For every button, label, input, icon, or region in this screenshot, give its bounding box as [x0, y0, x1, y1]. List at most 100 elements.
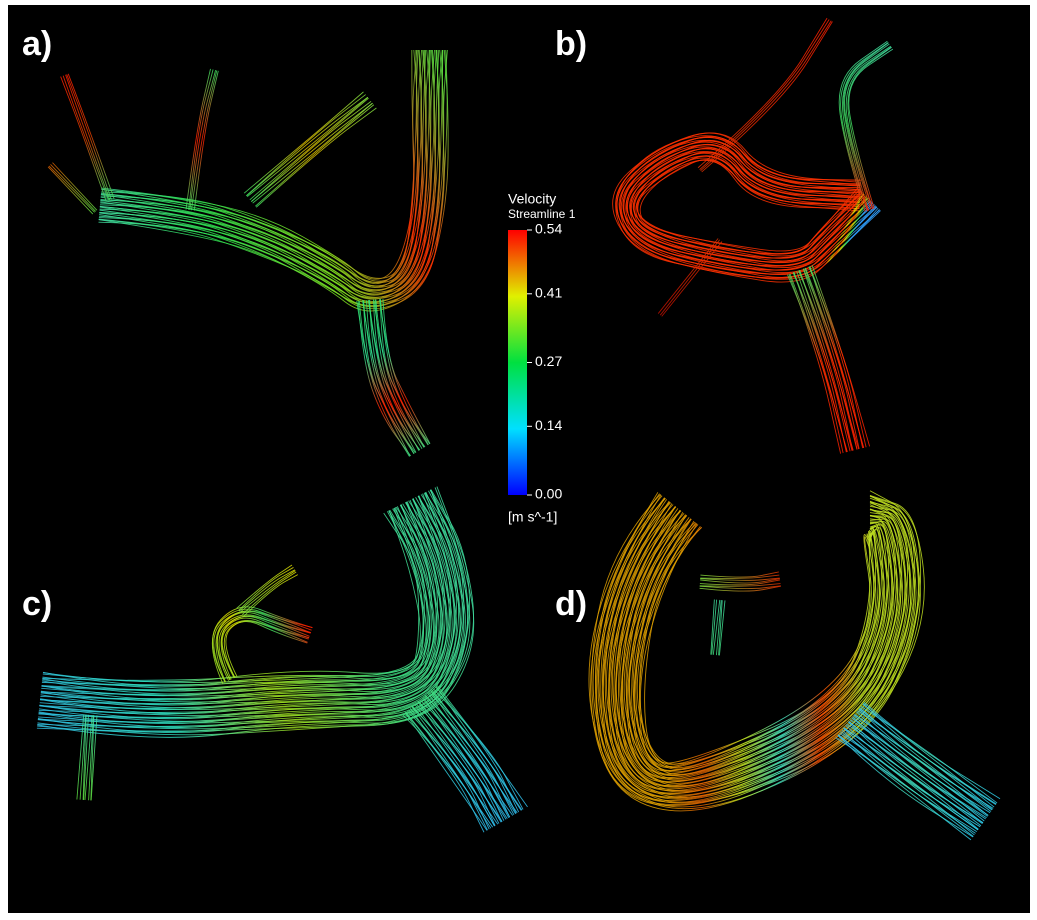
- streamline: [38, 497, 452, 713]
- streamline: [404, 712, 485, 833]
- streamline: [40, 504, 433, 695]
- streamline: [715, 600, 722, 656]
- streamline: [90, 715, 95, 801]
- streamline: [857, 710, 993, 810]
- streamline: [246, 94, 366, 197]
- streamline: [246, 96, 369, 197]
- streamline: [592, 497, 916, 804]
- streamline: [619, 137, 876, 275]
- streamline: [241, 571, 297, 615]
- streamline: [697, 17, 828, 169]
- streamline: [430, 690, 523, 811]
- streamline: [657, 238, 719, 314]
- streamline: [37, 491, 460, 723]
- streamline: [699, 19, 830, 170]
- streamlines: [36, 17, 1001, 841]
- streamline: [700, 577, 780, 581]
- streamline: [40, 503, 438, 700]
- streamline: [37, 489, 475, 736]
- streamline: [614, 506, 898, 786]
- streamline: [368, 300, 420, 451]
- colorbar-tick-label: 0.00: [535, 486, 562, 502]
- streamline: [100, 49, 430, 291]
- streamline: [699, 583, 781, 587]
- streamline: [712, 599, 721, 655]
- streamline: [238, 567, 294, 611]
- streamline: [625, 143, 870, 269]
- streamline: [238, 569, 296, 612]
- streamline: [809, 266, 864, 449]
- streamline: [842, 42, 889, 211]
- streamline: [848, 48, 894, 209]
- streamline: [252, 102, 373, 204]
- streamline: [185, 68, 211, 210]
- streamline: [590, 490, 919, 806]
- streamline: [858, 708, 997, 805]
- colorbar-unit: [m s^-1]: [508, 509, 557, 525]
- streamline: [639, 159, 860, 252]
- streamline: [188, 69, 214, 210]
- streamline: [411, 706, 496, 826]
- streamline: [622, 144, 873, 271]
- streamline: [37, 490, 465, 727]
- streamline: [718, 600, 723, 656]
- colorbar-subtitle: Streamline 1: [508, 207, 576, 221]
- streamline: [622, 514, 894, 784]
- streamline: [633, 518, 881, 772]
- streamline: [37, 487, 469, 733]
- streamline: [588, 495, 922, 810]
- streamline: [251, 102, 373, 202]
- streamline: [100, 49, 427, 288]
- streamline: [435, 686, 520, 813]
- streamline: [634, 520, 875, 767]
- streamline: [358, 300, 411, 457]
- streamline: [84, 715, 93, 801]
- streamline: [862, 703, 995, 808]
- streamline: [840, 42, 889, 212]
- streamline: [627, 514, 884, 775]
- streamline: [42, 507, 431, 692]
- streamline: [631, 151, 865, 262]
- streamline: [220, 615, 310, 680]
- streamline: [378, 299, 429, 445]
- streamline: [860, 706, 998, 804]
- streamline: [711, 599, 718, 655]
- streamline: [367, 300, 421, 451]
- streamline: [405, 711, 494, 828]
- streamline: [632, 155, 865, 259]
- streamline: [843, 727, 979, 830]
- streamline: [837, 734, 972, 841]
- streamline: [246, 97, 369, 198]
- streamline: [787, 274, 844, 454]
- colorbar: [508, 230, 527, 495]
- panel-label: a): [22, 25, 52, 63]
- streamline: [37, 489, 471, 733]
- streamline: [837, 734, 974, 838]
- streamline: [79, 714, 87, 800]
- panel-label: c): [22, 585, 52, 623]
- streamline: [82, 714, 87, 800]
- streamline: [710, 599, 715, 655]
- streamline: [635, 155, 862, 257]
- streamline: [62, 75, 110, 201]
- streamline: [255, 107, 377, 208]
- streamline: [612, 510, 901, 792]
- streamline: [366, 300, 417, 453]
- streamline: [659, 239, 721, 316]
- streamline: [699, 585, 781, 592]
- streamline: [699, 585, 781, 590]
- streamline: [243, 574, 298, 617]
- streamline: [852, 716, 986, 820]
- streamline: [591, 494, 925, 812]
- streamline: [369, 300, 421, 451]
- streamline: [66, 74, 112, 200]
- streamline: [373, 299, 425, 448]
- streamline: [221, 617, 310, 679]
- streamline: [90, 715, 98, 801]
- streamline: [249, 97, 369, 201]
- streamline: [629, 521, 882, 775]
- streamline: [422, 697, 507, 820]
- streamline: [598, 501, 914, 803]
- streamline: [701, 21, 833, 173]
- streamline: [375, 299, 425, 448]
